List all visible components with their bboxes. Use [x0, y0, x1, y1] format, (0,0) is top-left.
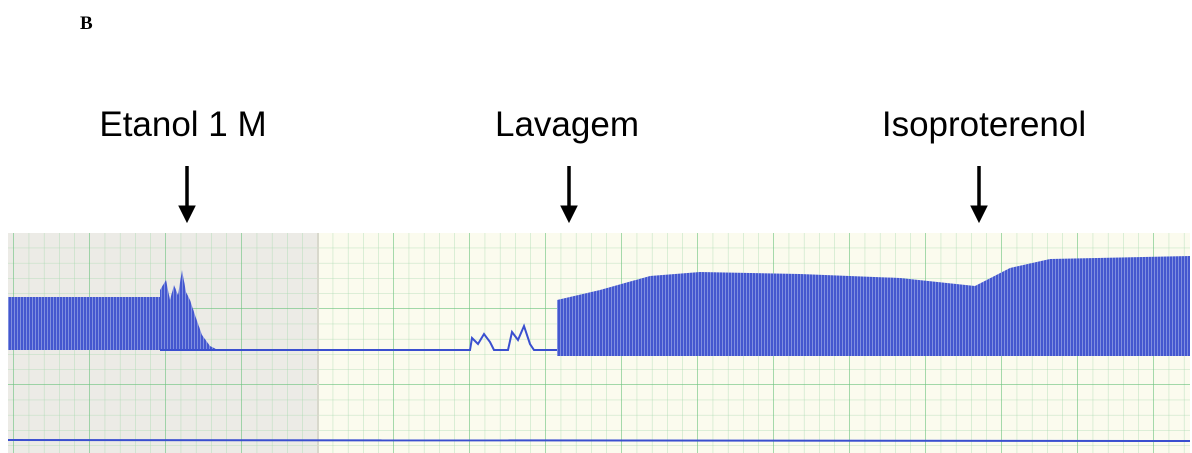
- page: B Etanol 1 M Lavagem Isoproterenol (() =…: [0, 0, 1192, 453]
- annotation: Isoproterenol: [882, 105, 1086, 144]
- arrow-head: [971, 206, 987, 222]
- arrow-head: [179, 206, 195, 222]
- arrow-head: [561, 206, 577, 222]
- trace-reference: [8, 440, 1190, 441]
- annotation: Etanol 1 M: [99, 105, 266, 144]
- arrows: [179, 166, 987, 222]
- figure: B Etanol 1 M Lavagem Isoproterenol: [0, 0, 1192, 453]
- annotation: Lavagem: [495, 105, 639, 144]
- trace-oscillation: [8, 297, 160, 350]
- panel-label: B: [80, 13, 93, 34]
